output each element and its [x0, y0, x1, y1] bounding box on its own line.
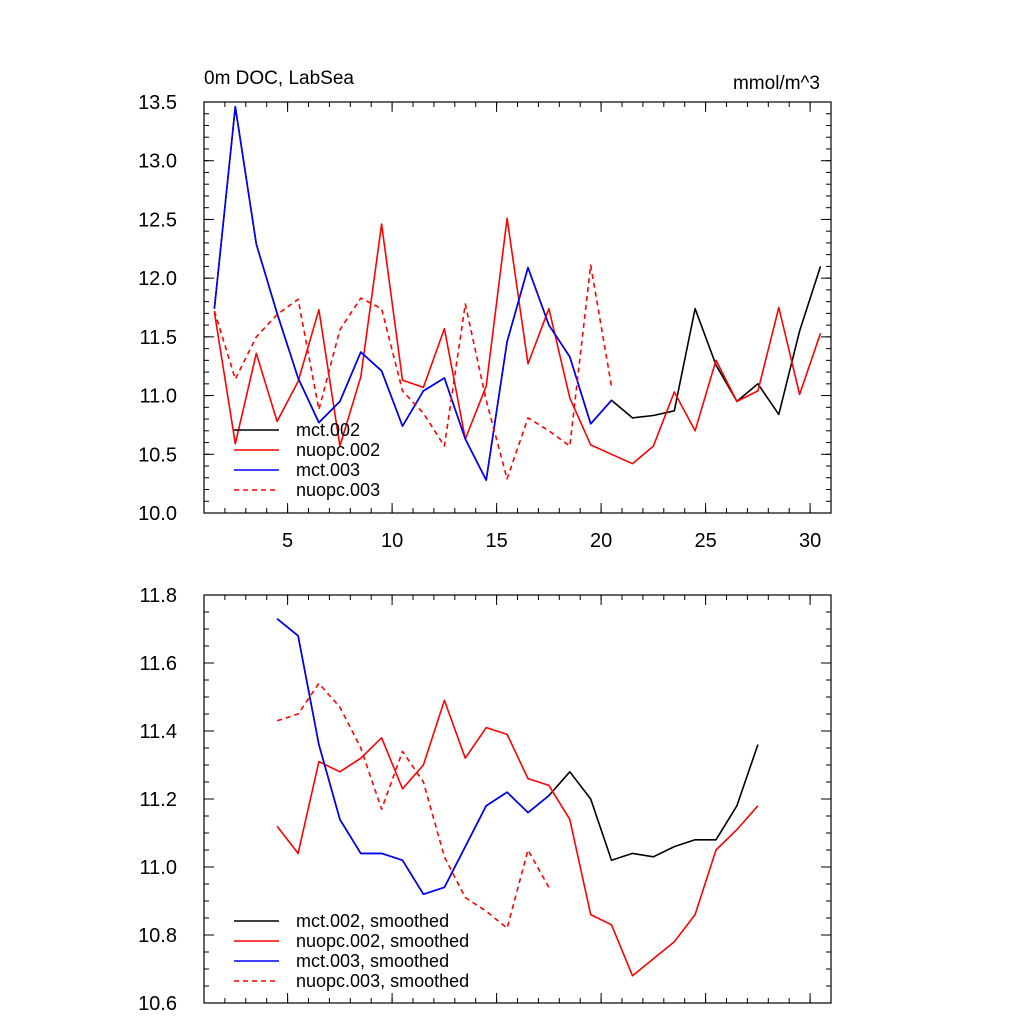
- legend-label: mct.003: [296, 460, 360, 480]
- y-tick-label: 11.5: [140, 327, 177, 349]
- legend-label: mct.003, smoothed: [296, 951, 449, 971]
- x-tick-label: 25: [694, 530, 716, 552]
- y-tick-label: 10.5: [138, 444, 177, 466]
- y-tick-label: 11.6: [140, 653, 177, 675]
- series-line-nuopc-002-smoothed: [276, 699, 759, 977]
- x-tick-label: 10: [381, 530, 403, 552]
- y-tick-label: 11.4: [140, 721, 177, 743]
- legend-label: nuopc.003: [296, 480, 380, 500]
- x-tick-label: 20: [590, 530, 612, 552]
- series-line-mct-003-smoothed: [276, 618, 550, 896]
- top-panel-x-tick-labels: 5 10 15 20 25 30: [282, 530, 821, 552]
- legend-label: nuopc.002: [296, 440, 380, 460]
- series-line-nuopc-003: [213, 264, 613, 480]
- x-tick-label: 15: [485, 530, 507, 552]
- top-panel-units: mmol/m^3: [733, 73, 820, 94]
- y-tick-label: 13.5: [138, 92, 177, 114]
- series-line-mct-003: [213, 105, 613, 481]
- y-tick-label: 10.8: [138, 925, 177, 947]
- y-tick-label: 13.0: [138, 151, 177, 173]
- x-tick-label: 30: [799, 530, 821, 552]
- y-tick-label: 10.0: [138, 503, 177, 525]
- top-panel-series: [213, 105, 822, 481]
- bottom-panel: 10.6 10.8 11.0 11.2 11.4 11.6 11.8 mct.002, sm…: [138, 585, 832, 1015]
- y-tick-label: 11.0: [140, 857, 177, 879]
- top-panel-title: 0m DOC, LabSea: [204, 68, 354, 89]
- bottom-panel-y-tick-labels: 10.6 10.8 11.0 11.2 11.4 11.6 11.8: [138, 585, 177, 1015]
- y-tick-label: 12.5: [138, 209, 177, 231]
- y-tick-label: 12.0: [138, 268, 177, 290]
- legend-label: mct.002: [296, 420, 360, 440]
- bottom-panel-series: [276, 618, 759, 977]
- top-panel-frame: [203, 101, 832, 514]
- y-tick-label: 11.0: [140, 386, 177, 408]
- legend-label: nuopc.003, smoothed: [296, 971, 469, 991]
- y-tick-label: 11.2: [140, 789, 177, 811]
- y-tick-label: 10.6: [138, 993, 177, 1015]
- bottom-panel-frame: [203, 594, 832, 1004]
- series-line-nuopc-003-smoothed: [276, 682, 550, 930]
- top-panel: 0m DOC, LabSea mmol/m^3 5 10 15 20 25 30 10.0…: [138, 68, 832, 552]
- y-tick-label: 11.8: [140, 585, 177, 607]
- series-line-nuopc-002: [213, 217, 822, 465]
- legend-label: nuopc.002, smoothed: [296, 931, 469, 951]
- legend-label: mct.002, smoothed: [296, 911, 449, 931]
- top-panel-y-tick-labels: 10.0 10.5 11.0 11.5 12.0 12.5 13.0 13.5: [138, 92, 177, 525]
- x-tick-label: 5: [282, 530, 293, 552]
